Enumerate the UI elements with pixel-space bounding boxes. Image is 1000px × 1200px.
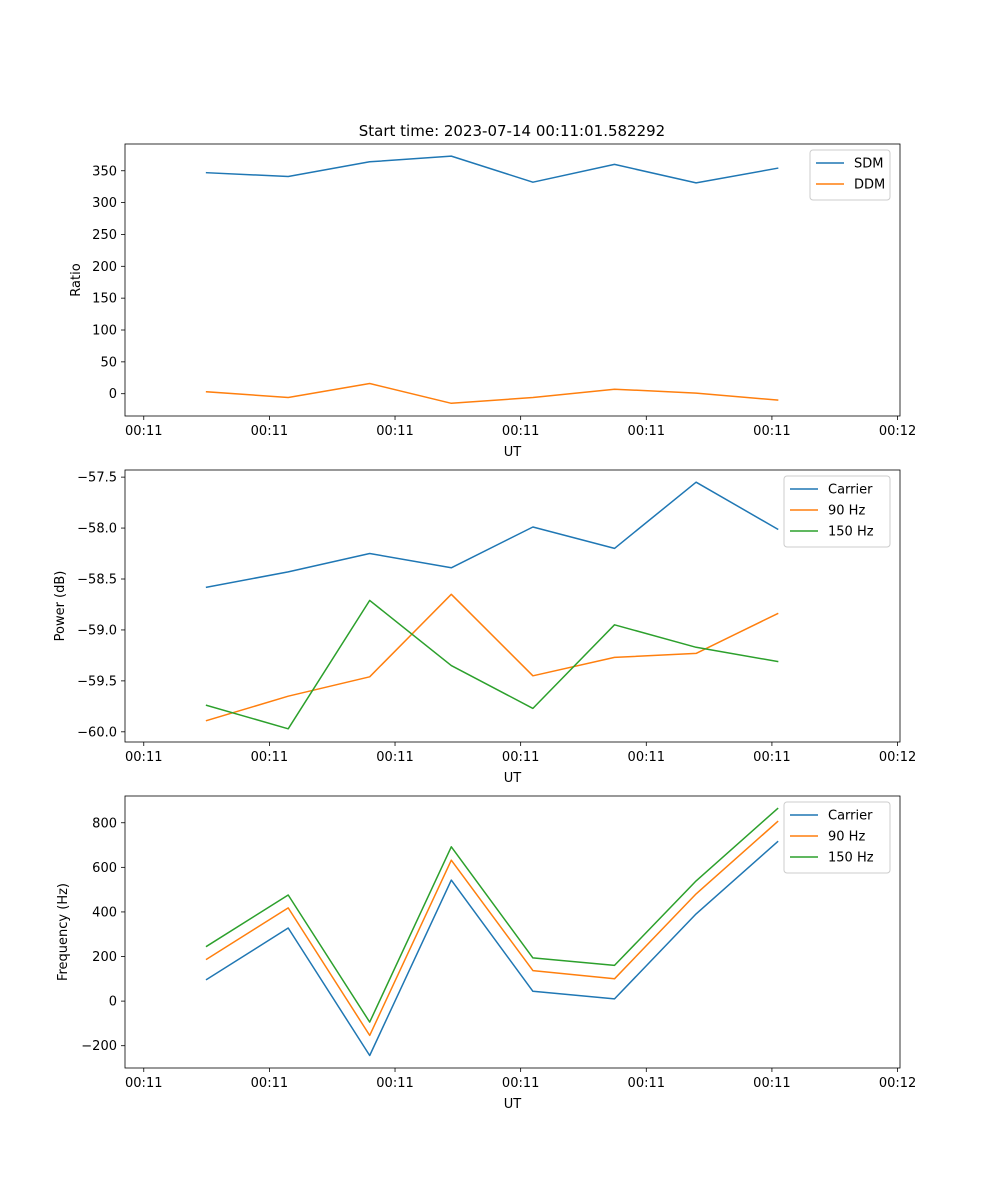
y-axis-label: Power (dB) (53, 571, 68, 642)
x-tick-label: 00:11 (753, 750, 790, 765)
legend: Carrier 90 Hz 150 Hz (783, 801, 891, 874)
subplot-1: 00:11 00:11 00:11 00:11 00:11 00:11 00:12 0 50 10… (69, 143, 916, 460)
y-tick-label: 0 (109, 995, 117, 1010)
y-tick-label: −60.0 (77, 725, 117, 740)
series-line-90-hz (205, 593, 779, 722)
legend-label: DDM (854, 178, 885, 193)
y-axis-label: Ratio (69, 263, 84, 296)
y-tick-label: 50 (100, 355, 117, 370)
x-tick-label: 00:12 (879, 1076, 916, 1091)
series-line-sdm (205, 155, 779, 184)
x-tick-label: 00:11 (251, 750, 288, 765)
legend: Carrier 90 Hz 150 Hz (783, 475, 891, 548)
series-line-carrier (205, 481, 779, 589)
x-tick-label: 00:11 (502, 750, 539, 765)
series-line-150-hz (205, 599, 779, 730)
y-tick-label: 150 (92, 292, 117, 307)
y-tick-label: −57.5 (77, 471, 117, 486)
y-tick-label: −59.0 (77, 623, 117, 638)
x-tick-label: 00:11 (628, 424, 665, 439)
x-tick-label: 00:11 (376, 750, 413, 765)
axes-frame (124, 469, 901, 743)
x-tick-label: 00:11 (628, 750, 665, 765)
y-tick-label: 100 (92, 324, 117, 339)
y-tick-label: −58.0 (77, 522, 117, 537)
series-line-ddm (205, 382, 779, 405)
x-tick-label: 00:11 (125, 1076, 162, 1091)
x-axis-label: UT (504, 1097, 522, 1112)
series-line-90-hz (205, 820, 779, 1037)
legend-label: SDM (854, 157, 883, 172)
y-axis-label: Frequency (Hz) (56, 883, 71, 981)
x-tick-label: 00:11 (251, 424, 288, 439)
x-tick-label: 00:11 (753, 424, 790, 439)
x-axis-label: UT (504, 771, 522, 786)
x-tick-label: 00:11 (376, 1076, 413, 1091)
axes-frame (124, 795, 901, 1069)
x-tick-label: 00:11 (251, 1076, 288, 1091)
x-tick-label: 00:11 (125, 750, 162, 765)
x-tick-label: 00:11 (502, 424, 539, 439)
x-tick-label: 00:12 (879, 424, 916, 439)
subplots: 00:11 00:11 00:11 00:11 00:11 00:11 00:12 0 50 10… (53, 143, 916, 1112)
y-tick-label: 600 (92, 861, 117, 876)
x-tick-label: 00:11 (753, 1076, 790, 1091)
y-tick-label: 200 (92, 260, 117, 275)
legend-label: Carrier (828, 483, 873, 498)
x-tick-label: 00:11 (376, 424, 413, 439)
series-line-150-hz (205, 807, 779, 1023)
axes-frame (124, 143, 901, 417)
x-tick-label: 00:11 (502, 1076, 539, 1091)
legend-label: Carrier (828, 809, 873, 824)
y-tick-label: −58.5 (77, 573, 117, 588)
subplot-3: 00:11 00:11 00:11 00:11 00:11 00:11 00:12 −200 0… (56, 795, 916, 1112)
y-tick-label: −59.5 (77, 674, 117, 689)
legend-box (783, 475, 891, 548)
y-tick-label: 250 (92, 228, 117, 243)
y-tick-label: 350 (92, 164, 117, 179)
figure-title: Start time: 2023-07-14 00:11:01.582292 (359, 122, 665, 140)
x-tick-label: 00:11 (628, 1076, 665, 1091)
y-tick-label: 800 (92, 816, 117, 831)
legend-label: 90 Hz (828, 504, 865, 519)
y-tick-label: 300 (92, 196, 117, 211)
legend: SDM DDM (809, 149, 891, 201)
x-axis-label: UT (504, 445, 522, 460)
series-line-carrier (205, 840, 779, 1057)
subplot-2: 00:11 00:11 00:11 00:11 00:11 00:11 00:12 −60.0… (53, 469, 916, 786)
y-tick-label: 0 (109, 387, 117, 402)
legend-label: 90 Hz (828, 830, 865, 845)
x-tick-label: 00:11 (125, 424, 162, 439)
legend-label: 150 Hz (828, 851, 874, 866)
y-tick-label: 400 (92, 905, 117, 920)
x-tick-label: 00:12 (879, 750, 916, 765)
y-tick-label: −200 (81, 1039, 117, 1054)
y-tick-label: 200 (92, 950, 117, 965)
legend-box (783, 801, 891, 874)
legend-label: 150 Hz (828, 525, 874, 540)
